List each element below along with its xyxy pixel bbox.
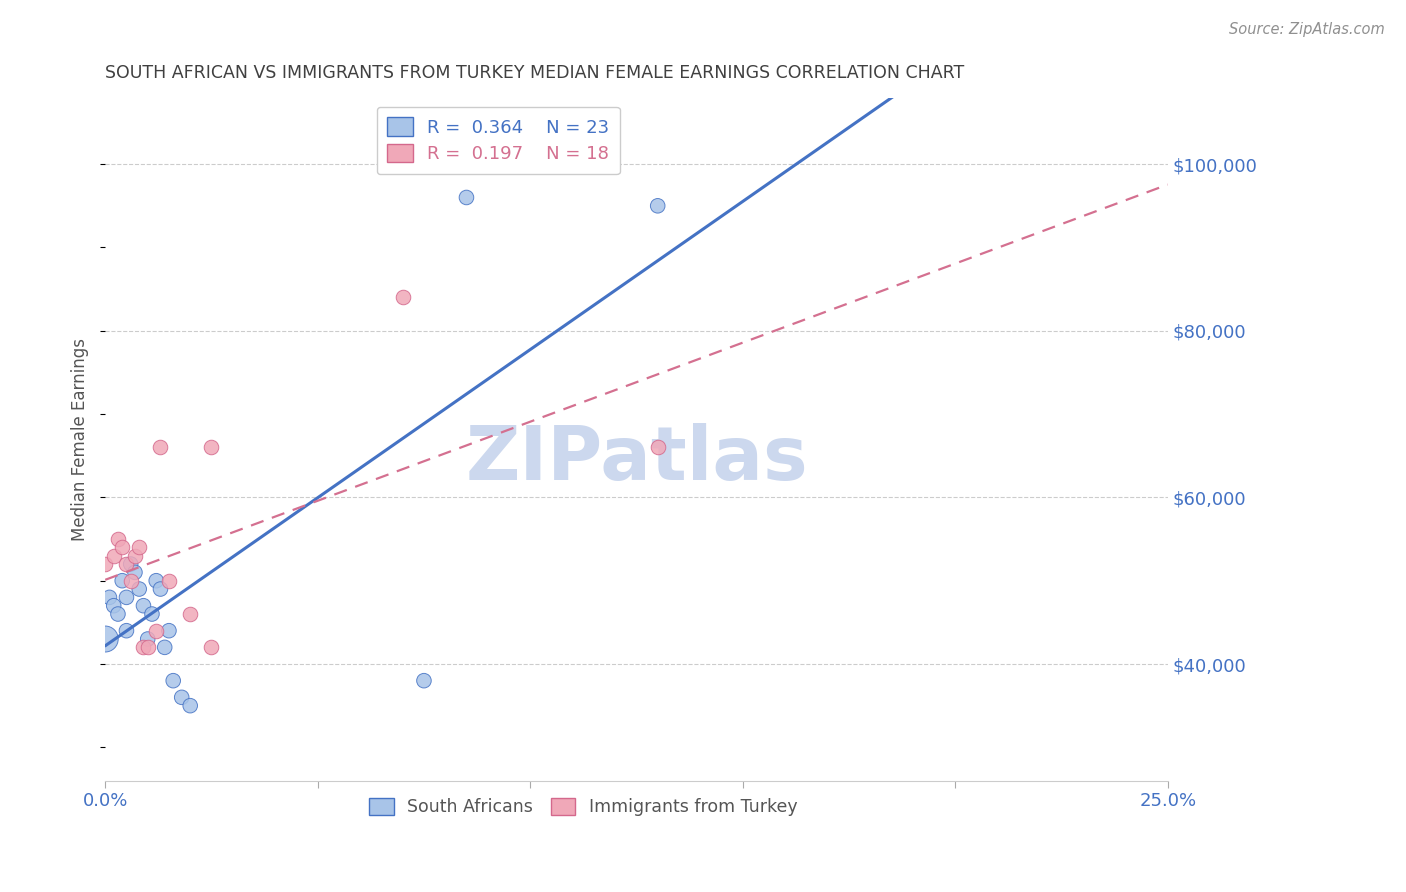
Point <box>120 574 142 588</box>
Point <box>94 557 117 571</box>
Point <box>111 541 134 555</box>
Legend: South Africans, Immigrants from Turkey: South Africans, Immigrants from Turkey <box>363 790 804 823</box>
Point <box>145 574 167 588</box>
Point <box>115 557 138 571</box>
Point <box>179 698 201 713</box>
Point <box>157 624 180 638</box>
Point <box>98 591 121 605</box>
Point <box>124 549 146 563</box>
Point <box>162 673 184 688</box>
Point <box>200 640 222 655</box>
Point <box>132 640 155 655</box>
Point <box>124 566 146 580</box>
Point <box>145 624 167 638</box>
Point <box>111 574 134 588</box>
Point <box>200 441 222 455</box>
Point <box>647 199 669 213</box>
Point <box>128 541 150 555</box>
Point <box>391 290 413 304</box>
Point <box>647 441 669 455</box>
Point <box>141 607 163 621</box>
Point <box>413 673 436 688</box>
Point <box>94 632 117 646</box>
Point <box>103 599 125 613</box>
Point <box>157 574 180 588</box>
Text: Source: ZipAtlas.com: Source: ZipAtlas.com <box>1229 22 1385 37</box>
Point <box>128 582 150 596</box>
Point <box>456 190 478 204</box>
Point <box>132 599 155 613</box>
Point <box>149 441 172 455</box>
Point <box>115 624 138 638</box>
Point <box>153 640 176 655</box>
Point <box>120 557 142 571</box>
Point <box>136 632 159 646</box>
Point <box>115 591 138 605</box>
Point <box>107 607 129 621</box>
Text: SOUTH AFRICAN VS IMMIGRANTS FROM TURKEY MEDIAN FEMALE EARNINGS CORRELATION CHART: SOUTH AFRICAN VS IMMIGRANTS FROM TURKEY … <box>105 64 965 82</box>
Point <box>136 640 159 655</box>
Point <box>103 549 125 563</box>
Point <box>149 582 172 596</box>
Point <box>179 607 201 621</box>
Point <box>170 690 193 705</box>
Y-axis label: Median Female Earnings: Median Female Earnings <box>72 337 89 541</box>
Point <box>107 532 129 546</box>
Text: ZIPatlas: ZIPatlas <box>465 423 808 496</box>
